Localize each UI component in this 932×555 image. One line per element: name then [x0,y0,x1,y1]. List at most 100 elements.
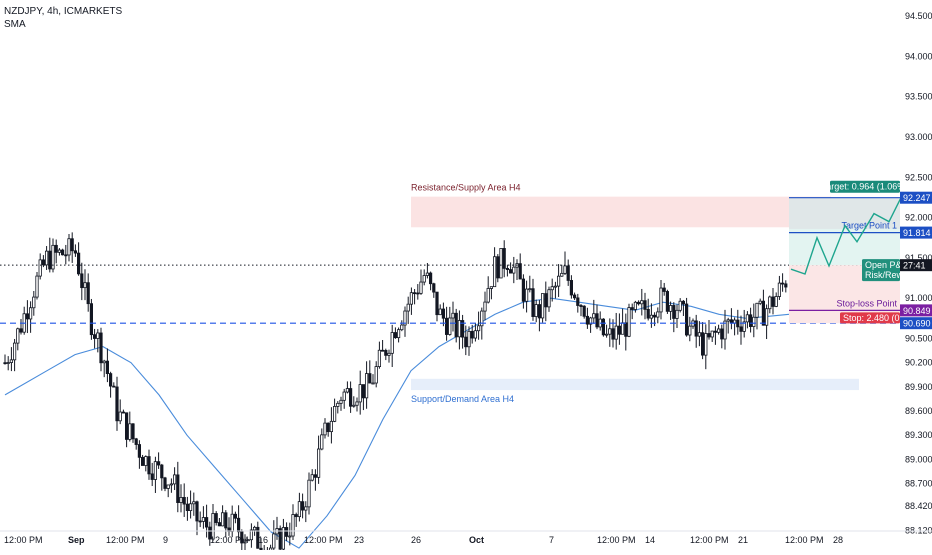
countdown-tag[interactable] [900,259,932,272]
candle-body [761,300,766,326]
candle-body [774,296,778,307]
stop-point-price-tag[interactable] [900,304,932,317]
candle-body [605,333,609,336]
candle-body [38,259,42,277]
candle-body [198,520,202,523]
target-point-price-tag[interactable] [900,226,932,239]
candle-body [486,288,490,303]
candle-body [313,474,318,478]
x-tick-label: 9 [163,535,168,545]
sma-line[interactable] [4,297,790,549]
risk-reward-label: Risk/Reward [865,270,916,280]
y-tick-label: 92.000 [905,213,932,223]
symbol-title: NZDJPY, 4h, ICMARKETS [4,6,123,17]
candle-body [585,315,590,325]
candle-body [51,244,55,270]
stop-badge[interactable] [840,312,900,324]
candle-body [249,529,253,541]
candle-body [758,300,762,304]
candle-body [428,272,433,285]
candle-body [419,281,423,294]
candle-body [3,362,7,365]
target-badge-label: Target: 0.964 (1.06%) [822,182,909,192]
candle-body [659,287,663,313]
candle-body [345,388,350,393]
stop-price-tag-text: 90.690 [903,319,931,329]
candle-body [665,291,670,312]
candle-body [131,423,135,440]
candle-body [220,512,225,527]
countdown-tag-text: 27:41 [903,261,926,271]
candle-body [211,513,215,540]
open-pnl-badge[interactable] [862,259,900,282]
candle-body [582,305,586,317]
candle-body [109,373,113,387]
target-badge[interactable] [830,180,900,193]
candle-body [460,320,465,338]
candle-body [557,275,561,287]
candle-body [745,314,750,323]
candle-body [534,304,538,317]
candle-body [701,332,705,356]
candle-body [233,513,237,519]
candle-body [573,294,577,299]
x-tick-label: 21 [738,535,748,545]
candle-body [166,484,170,489]
candle-body [9,359,13,363]
candle-body [726,319,730,322]
candle-body [688,325,692,336]
candle-body [409,292,414,305]
x-tick-label: 26 [411,535,421,545]
candle-body [320,434,324,450]
candle-body [470,330,474,339]
target-price-tag[interactable] [900,191,932,204]
candle-body [188,503,193,512]
candle-body [243,539,247,544]
candle-body [681,300,686,305]
candle-body [291,514,295,537]
y-tick-label: 88.120 [905,525,932,535]
candle-body [355,401,359,406]
x-tick-label: 14 [645,535,655,545]
support-zone[interactable] [411,378,859,391]
candle-body [752,316,756,327]
candle-body [476,325,481,332]
resistance-zone[interactable] [411,196,831,228]
candle-body [781,282,785,285]
candle-body [57,249,62,253]
y-tick-label: 89.300 [905,430,932,440]
candle-body [182,497,186,505]
y-tick-label: 90.200 [905,358,932,368]
candle-body [384,350,388,356]
candle-body [438,308,442,316]
candle-body [403,310,407,326]
candle-body [425,272,430,276]
stop-price-tag[interactable] [900,317,932,330]
candle-body [678,300,682,311]
candle-body [73,250,77,254]
x-tick-label: 12:00 PM [4,535,43,545]
candle-body [672,305,676,319]
candle-body [640,300,644,305]
candle-body [717,328,721,333]
target-shade [789,197,900,229]
candle-body [64,254,68,257]
candle-body [451,312,455,319]
candle-body [54,244,58,253]
candle-body [432,283,436,293]
candle-body [364,373,369,399]
y-tick-label: 89.000 [905,454,932,464]
candle-body [140,456,145,466]
candle-body [332,406,337,422]
x-tick-label: Oct [469,535,484,545]
candle-body [713,330,718,333]
candle-body [483,301,487,312]
candle-body [96,332,100,339]
indicator-label[interactable]: SMA [4,19,26,30]
y-tick-label: 91.000 [905,293,932,303]
candle-body [83,282,87,289]
candle-body [32,296,36,309]
candle-body [288,535,292,538]
